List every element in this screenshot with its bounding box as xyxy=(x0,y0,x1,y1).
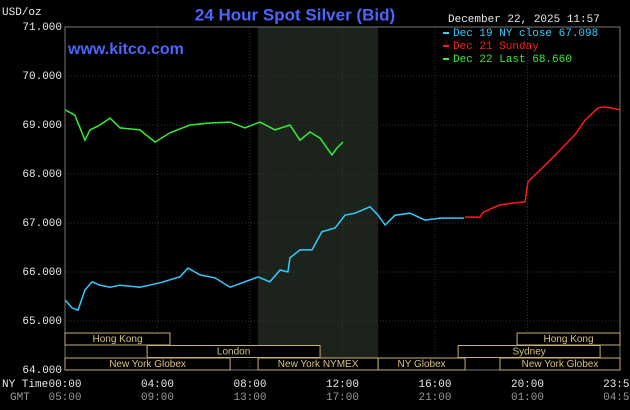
session-label: New York NYMEX xyxy=(278,359,359,370)
y-tick-label: 65.000 xyxy=(22,316,62,328)
gmt-tick-label: 21:00 xyxy=(418,392,451,404)
session-box xyxy=(377,357,466,371)
chart-title: 24 Hour Spot Silver (Bid) xyxy=(195,5,395,24)
gmt-tick-label: 17:00 xyxy=(326,392,359,404)
legend-label: Dec 19 NY close 67.098 xyxy=(453,28,598,40)
x-tick-label: 00:00 xyxy=(48,379,81,391)
session-box xyxy=(64,332,171,346)
y-tick-label: 69.000 xyxy=(22,120,62,132)
x-axis-label: NY Time xyxy=(2,379,48,391)
session-label: New York Globex xyxy=(522,359,599,370)
session-label: Sydney xyxy=(512,347,545,358)
session-box xyxy=(146,345,321,358)
y-axis-label: USD/oz xyxy=(2,7,42,19)
x-tick-label: 23:59 xyxy=(603,379,630,391)
session-box xyxy=(64,357,231,371)
session-label: New York Globex xyxy=(109,359,186,370)
y-tick-label: 71.000 xyxy=(22,22,62,34)
price-line xyxy=(64,205,464,312)
plot-area xyxy=(64,26,621,371)
session-label: Hong Kong xyxy=(544,334,594,345)
gmt-tick-label: 05:00 xyxy=(48,392,81,404)
price-line xyxy=(465,106,621,218)
session-label: Hong Kong xyxy=(92,334,142,345)
y-tick-label: 64.000 xyxy=(22,365,62,377)
session-label: London xyxy=(217,347,250,358)
x2-axis-label: GMT xyxy=(10,392,30,404)
y-tick-label: 67.000 xyxy=(22,218,62,230)
x-tick-label: 04:00 xyxy=(141,379,174,391)
y-tick-label: 70.000 xyxy=(22,71,62,83)
x-tick-label: 20:00 xyxy=(511,379,544,391)
session-box xyxy=(499,357,621,371)
x-tick-label: 16:00 xyxy=(418,379,451,391)
x-tick-label: 12:00 xyxy=(326,379,359,391)
y-tick-label: 68.000 xyxy=(22,169,62,181)
legend-label: Dec 22 Last 68.660 xyxy=(453,54,572,66)
x-tick-label: 08:00 xyxy=(233,379,266,391)
site-link: www.kitco.com xyxy=(67,41,184,58)
nymex-highlight xyxy=(258,27,379,370)
session-label: NY Globex xyxy=(397,359,445,370)
gmt-tick-label: 01:00 xyxy=(511,392,544,404)
legend-label: Dec 21 Sunday xyxy=(453,41,539,53)
gmt-tick-label: 04:59 xyxy=(603,392,630,404)
timestamp: December 22, 2025 11:57 xyxy=(448,14,600,26)
price-line xyxy=(64,109,344,157)
gmt-tick-label: 13:00 xyxy=(233,392,266,404)
gmt-tick-label: 09:00 xyxy=(141,392,174,404)
y-tick-label: 66.000 xyxy=(22,267,62,279)
